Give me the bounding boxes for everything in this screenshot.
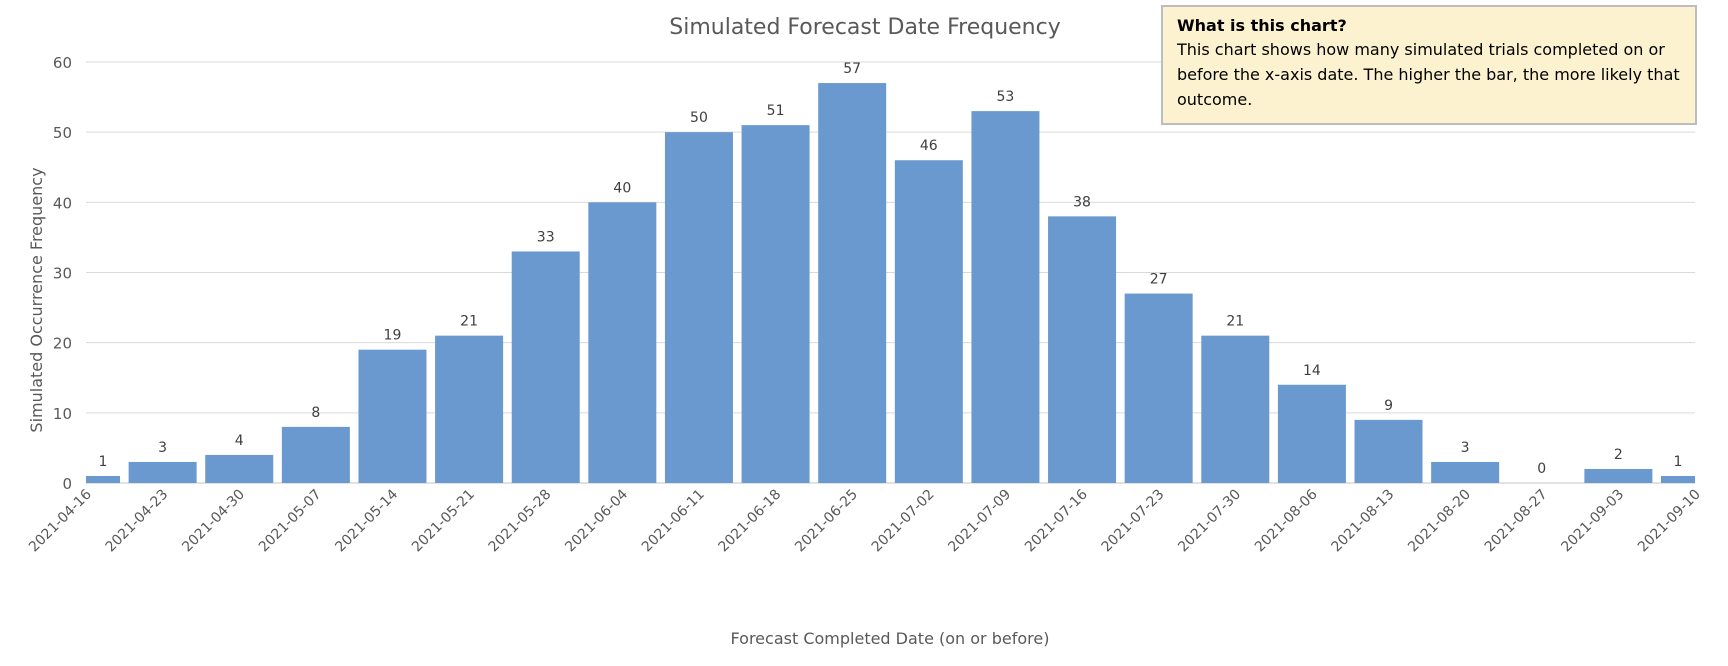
bar — [664, 132, 733, 483]
bar — [205, 454, 274, 483]
data-label: 33 — [537, 229, 555, 245]
data-label: 27 — [1150, 272, 1168, 288]
bar — [1048, 216, 1117, 483]
y-tick-label: 60 — [53, 54, 72, 72]
bar — [894, 160, 963, 483]
bar — [1124, 293, 1193, 483]
bar — [358, 349, 427, 483]
x-tick-label: 2021-07-30 — [1175, 487, 1244, 556]
bar — [741, 125, 810, 484]
data-label: 2 — [1614, 447, 1623, 463]
y-tick-label: 40 — [53, 194, 72, 212]
x-axis-title: Forecast Completed Date (on or before) — [731, 629, 1050, 648]
data-label: 9 — [1384, 398, 1393, 414]
data-label: 51 — [767, 103, 785, 119]
y-axis-title: Simulated Occurrence Frequency — [27, 167, 46, 432]
data-label: 21 — [1226, 314, 1244, 330]
x-tick-label: 2021-07-23 — [1099, 487, 1168, 556]
x-tick-label: 2021-09-03 — [1558, 487, 1627, 556]
data-label: 21 — [460, 314, 478, 330]
data-label: 3 — [158, 440, 167, 456]
y-tick-label: 20 — [53, 335, 72, 353]
bar — [1584, 468, 1653, 483]
data-label: 1 — [99, 454, 108, 470]
x-tick-label: 2021-08-13 — [1328, 487, 1397, 556]
x-tick-label: 2021-09-10 — [1635, 487, 1704, 556]
data-label: 40 — [613, 180, 631, 196]
bar — [511, 251, 580, 483]
x-tick-label: 2021-06-11 — [639, 487, 708, 556]
x-tick-label: 2021-07-16 — [1022, 486, 1091, 555]
chart-title: Simulated Forecast Date Frequency — [669, 15, 1060, 40]
x-tick-label: 2021-04-16 — [26, 486, 95, 555]
note-title: What is this chart? — [1177, 16, 1347, 35]
x-tick-label: 2021-05-14 — [332, 486, 401, 555]
x-tick-label: 2021-05-21 — [409, 487, 478, 556]
bar — [1661, 475, 1695, 483]
x-tick-label: 2021-08-20 — [1405, 487, 1474, 556]
bar — [1201, 335, 1270, 483]
bar — [971, 111, 1040, 483]
bar — [1354, 419, 1423, 483]
data-label: 53 — [997, 89, 1015, 105]
bar — [588, 202, 657, 484]
y-tick-label: 50 — [53, 124, 72, 142]
bar — [1277, 384, 1346, 483]
note-body: This chart shows how many simulated tria… — [1177, 40, 1680, 109]
y-tick-label: 30 — [53, 265, 72, 283]
data-label: 38 — [1073, 194, 1091, 210]
x-tick-label: 2021-05-28 — [486, 487, 555, 556]
x-tick-label: 2021-04-23 — [103, 487, 172, 556]
data-label: 0 — [1537, 461, 1546, 477]
x-tick-label: 2021-06-25 — [792, 487, 861, 556]
y-tick-label: 0 — [62, 475, 72, 493]
bar — [128, 461, 197, 483]
bar — [818, 83, 887, 484]
data-label: 14 — [1303, 363, 1321, 379]
data-label: 57 — [843, 61, 861, 77]
x-tick-label: 2021-05-07 — [256, 487, 325, 556]
x-tick-label: 2021-06-18 — [716, 487, 785, 556]
bar — [281, 426, 350, 483]
bar — [1431, 461, 1500, 483]
data-label: 50 — [690, 110, 708, 126]
bar — [86, 475, 120, 483]
x-tick-label: 2021-08-27 — [1482, 487, 1551, 556]
data-label: 8 — [311, 405, 320, 421]
bar — [435, 335, 504, 483]
x-tick-label: 2021-04-30 — [179, 487, 248, 556]
data-label: 3 — [1461, 440, 1470, 456]
data-label: 46 — [920, 138, 938, 154]
y-tick-label: 10 — [53, 405, 72, 423]
x-tick-label: 2021-07-02 — [869, 487, 938, 556]
data-label: 4 — [235, 433, 244, 449]
data-label: 19 — [384, 328, 402, 344]
x-tick-label: 2021-07-09 — [945, 487, 1014, 556]
x-tick-label: 2021-06-04 — [562, 486, 631, 555]
data-label: 1 — [1674, 454, 1683, 470]
chart-explanation-note: What is this chart? This chart shows how… — [1161, 5, 1697, 125]
x-tick-label: 2021-08-06 — [1252, 486, 1321, 555]
